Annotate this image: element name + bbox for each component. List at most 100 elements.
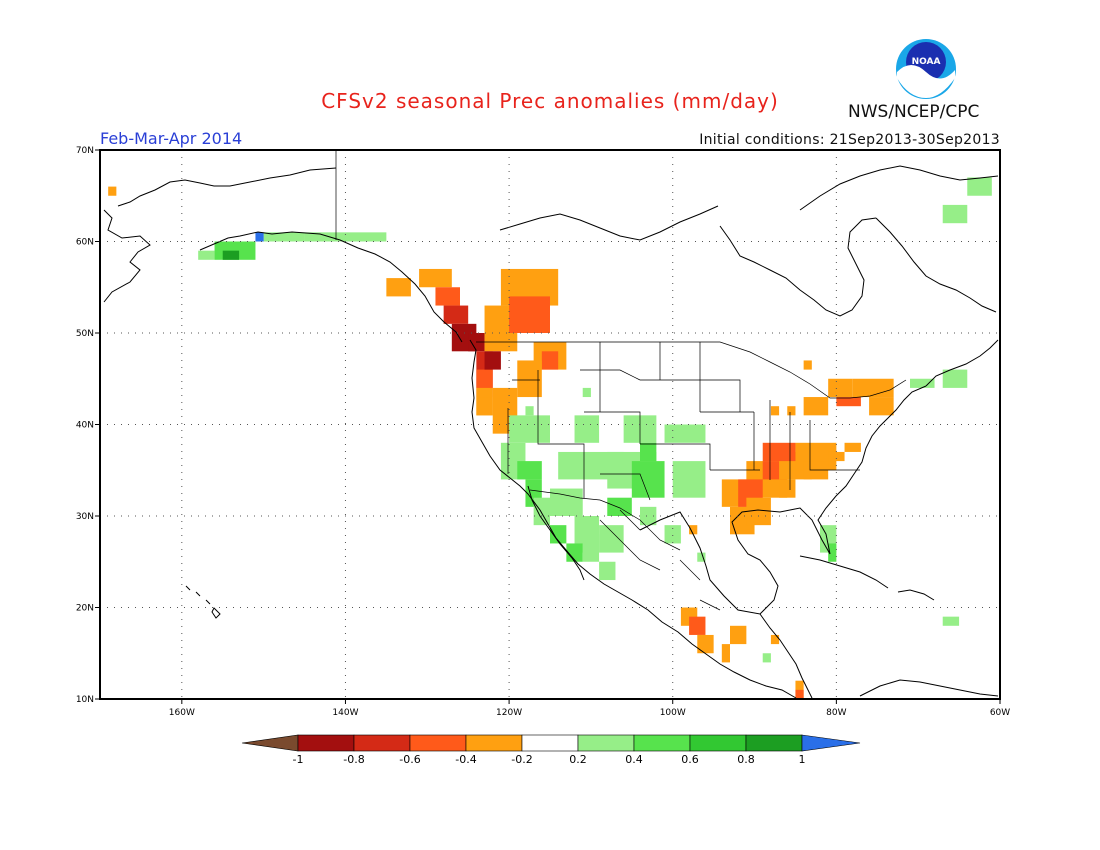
- coastline-layer: [103, 165, 999, 699]
- coastline-labrador: [875, 217, 997, 313]
- anomaly-cell-20: [304, 232, 387, 242]
- anomaly-fill-layer: [108, 177, 992, 699]
- coastline-gulf: [639, 385, 927, 615]
- anomaly-cell-51: [582, 387, 591, 398]
- lat-label: 60N: [76, 238, 94, 248]
- forecast-period: Feb-Mar-Apr 2014: [100, 129, 243, 148]
- coastline-hawaii: [185, 585, 221, 619]
- anomaly-cell-64: [689, 525, 698, 535]
- colorbar-swatch-5: [577, 734, 635, 752]
- coastline-central-america: [759, 613, 813, 699]
- colorbar-label: -1: [293, 753, 304, 766]
- colorbar-label: 1: [799, 753, 806, 766]
- colorbar-swatch-1: [353, 734, 411, 752]
- colorbar-swatch-0: [297, 734, 355, 752]
- anomaly-cell-49: [697, 552, 706, 562]
- coastline-south-america: [859, 679, 999, 697]
- anomaly-cell-41: [599, 525, 624, 553]
- anomaly-cell-19: [484, 351, 501, 370]
- plot-title: CFSv2 seasonal Prec anomalies (mm/day): [0, 89, 1100, 113]
- coastline-arctic-islands: [499, 205, 719, 241]
- anomaly-cell-27: [509, 415, 550, 443]
- anomaly-cell-63: [828, 451, 845, 462]
- colorbar-swatch-8: [745, 734, 803, 752]
- anomaly-cell-79: [967, 177, 992, 196]
- anomaly-cell-45: [582, 534, 600, 562]
- anomaly-cell-1: [386, 278, 411, 297]
- anomaly-cell-23: [222, 250, 240, 260]
- anomaly-cell-0: [108, 186, 117, 196]
- border-us-mexico: [529, 489, 681, 551]
- anomaly-cell-50: [525, 406, 534, 416]
- border-states-1: [507, 342, 860, 501]
- colorbar-swatch-2: [409, 734, 467, 752]
- borders-layer: [335, 150, 907, 611]
- anomaly-cell-73: [844, 442, 861, 452]
- anomaly-cell-24: [255, 232, 264, 242]
- colorbar-label: -0.6: [399, 753, 420, 766]
- anomaly-cell-21: [263, 232, 305, 242]
- anomaly-cell-84: [730, 625, 747, 645]
- noaa-logo-text: NOAA: [912, 57, 941, 67]
- anomaly-cell-33: [574, 415, 600, 443]
- anomaly-cell-30: [533, 497, 550, 526]
- anomaly-cell-46: [599, 561, 616, 581]
- anomaly-cell-77: [942, 369, 968, 388]
- border-us-canada: [476, 341, 907, 399]
- anomaly-cell-25: [198, 250, 215, 260]
- colorbar-high-arrow: [801, 734, 861, 752]
- coastline-baffin: [799, 165, 999, 211]
- anomaly-cell-2: [419, 268, 452, 288]
- anomaly-cell-36: [631, 461, 665, 498]
- anomaly-cell-86: [770, 634, 780, 645]
- anomaly-cell-38: [664, 424, 706, 443]
- lat-label: 30N: [76, 512, 94, 522]
- anomaly-cell-78: [942, 204, 968, 224]
- anomaly-cell-76: [910, 378, 935, 388]
- colorbar-label: 0.2: [569, 753, 587, 766]
- anomaly-cell-82: [689, 616, 706, 635]
- anomaly-cell-83: [697, 634, 714, 654]
- coastline-caribbean-cuba: [799, 555, 889, 589]
- colorbar-swatch-4: [521, 734, 579, 752]
- lon-label: 140W: [332, 708, 358, 718]
- anomaly-cell-44: [566, 543, 583, 562]
- coastline-alaska-west: [103, 209, 151, 303]
- border-mexico-states: [599, 509, 721, 611]
- anomaly-cell-62: [779, 479, 796, 498]
- graticule-layer: [100, 150, 1000, 699]
- coastline-hudson: [719, 217, 877, 317]
- colorbar-label: 0.8: [737, 753, 755, 766]
- lon-label: 100W: [660, 708, 686, 718]
- colorbar-swatch-6: [633, 734, 691, 752]
- initial-conditions: Initial conditions: 21Sep2013-30Sep2013: [699, 132, 1000, 148]
- colorbar-label: -0.8: [343, 753, 364, 766]
- lon-label: 120W: [496, 708, 522, 718]
- anomaly-cell-65: [803, 397, 829, 416]
- lat-label: 40N: [76, 421, 94, 431]
- colorbar-label: 0.4: [625, 753, 643, 766]
- latitude-labels: 70N 60N 50N 40N 30N 20N 10N: [76, 146, 100, 705]
- lat-label: 50N: [76, 329, 94, 339]
- anomaly-cell-60: [762, 442, 796, 462]
- anomaly-cell-75: [828, 543, 837, 562]
- coastline-baja: [527, 485, 585, 581]
- anomaly-cell-88: [795, 689, 804, 699]
- noaa-logo-wave: [897, 65, 955, 98]
- colorbar-label: -0.4: [455, 753, 476, 766]
- lat-label: 70N: [76, 146, 94, 156]
- anomaly-cell-85: [721, 644, 730, 663]
- anomaly-cell-43: [550, 525, 567, 544]
- colorbar-label: -0.2: [511, 753, 532, 766]
- anomaly-cell-70: [787, 406, 796, 416]
- anomaly-cell-72: [803, 360, 812, 370]
- anomaly-cell-4: [443, 305, 469, 324]
- colorbar: -1 -0.8 -0.6 -0.4 -0.2 0.2 0.4 0.6 0.8 1: [241, 734, 861, 766]
- longitude-labels: 160W 140W 120W 100W 80W 60W: [169, 699, 1010, 718]
- lon-label: 160W: [169, 708, 195, 718]
- anomaly-cell-14: [525, 305, 550, 333]
- anomaly-cell-47: [640, 506, 657, 526]
- anomaly-cell-28: [517, 461, 542, 480]
- anomaly-cell-37: [640, 442, 657, 462]
